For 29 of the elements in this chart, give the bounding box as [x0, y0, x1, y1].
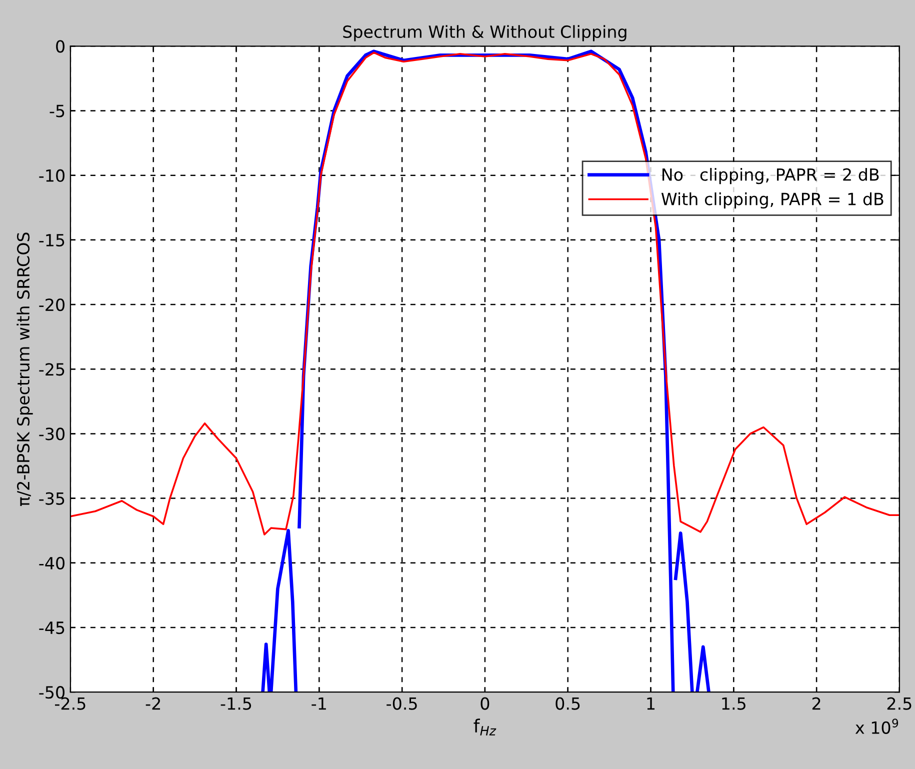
x-tick-label: 2.5	[887, 697, 912, 710]
y-tick-label: -50	[39, 686, 64, 699]
y-tick-label: -10	[39, 169, 64, 182]
y-tick-label: -30	[39, 428, 64, 440]
chart-title: Spectrum With & Without Clipping	[343, 25, 626, 42]
y-tick-label: 0	[56, 40, 64, 53]
line-series	[70, 52, 900, 536]
legend-label: No clipping, PAPR = 2 dB	[662, 168, 879, 184]
x-tick-label: 0	[480, 697, 490, 710]
y-tick-label: -40	[39, 556, 64, 570]
x-tick-label: 1	[647, 697, 655, 710]
y-tick-label: -20	[39, 298, 64, 312]
y-tick-label: -5	[50, 104, 64, 118]
x-tick-label: -1	[312, 697, 326, 710]
x-tick-label: -2	[146, 697, 160, 710]
x-tick-label: 2	[812, 697, 820, 710]
x-tick-label: -1.5	[220, 697, 252, 710]
x-tick-label: 1.5	[722, 697, 746, 710]
x-tick-label: 0.5	[556, 697, 580, 710]
legend-label: With clipping, PAPR = 1 dB	[661, 192, 884, 209]
y-axis-title: π/2-BPSK Spectrum with SRRCOS	[16, 232, 33, 506]
x-tick-label: -0.5	[386, 697, 417, 710]
x-axis-title: f$_{Hz}$	[474, 718, 496, 736]
y-tick-label: -45	[39, 622, 64, 634]
y-tick-label: -35	[39, 492, 64, 505]
y-tick-label: -15	[39, 234, 64, 246]
x-tick-label: -2.5	[55, 697, 86, 710]
text: x 10$^{9}$	[855, 718, 898, 734]
y-tick-label: -25	[39, 363, 64, 376]
